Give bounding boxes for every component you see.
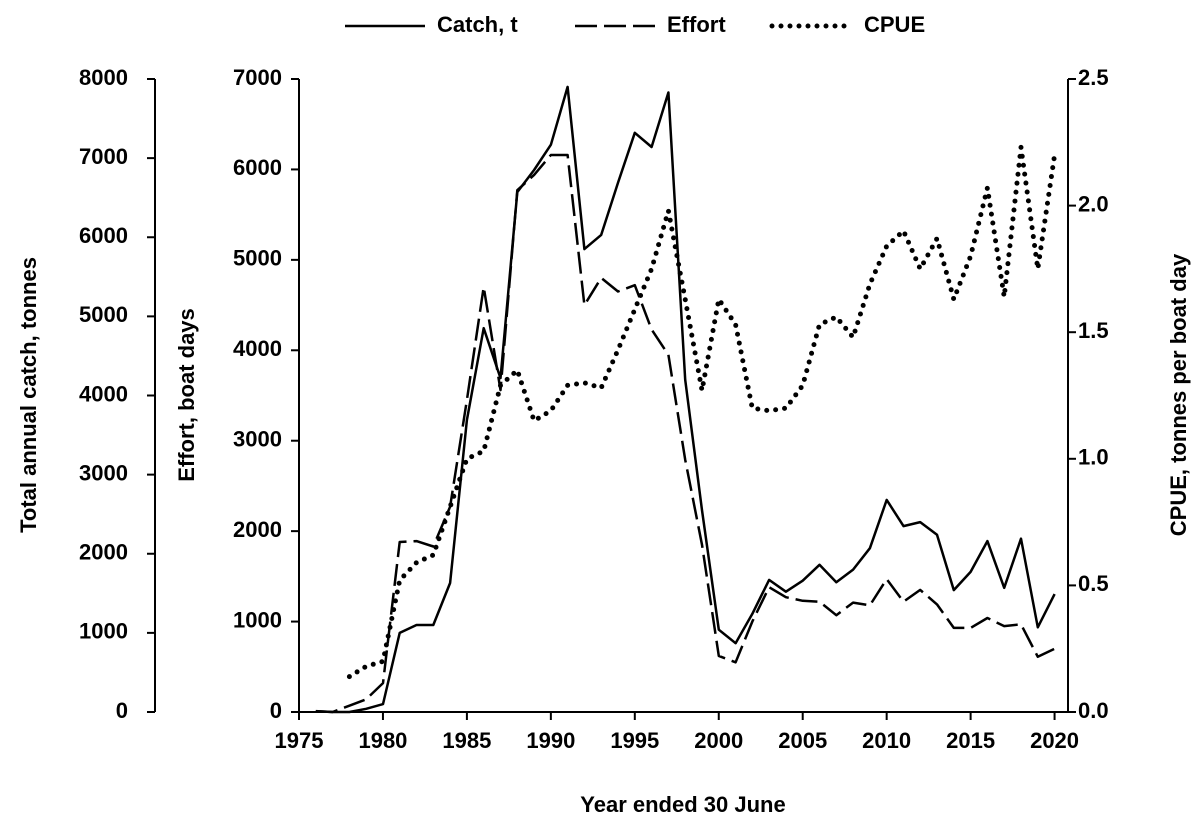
y-axis-label: Total annual catch, tonnes: [16, 257, 41, 533]
legend-label: Catch, t: [437, 12, 518, 37]
legend-label: CPUE: [864, 12, 925, 37]
x-tick-label: 1980: [358, 728, 407, 753]
y2-axis-label: Effort, boat days: [174, 308, 199, 482]
y-tick-label: 7000: [233, 65, 282, 90]
x-tick-label: 2000: [694, 728, 743, 753]
x-tick-label: 1985: [442, 728, 491, 753]
y-tick-label: 7000: [79, 144, 128, 169]
series-line: [315, 153, 1056, 714]
y-tick-label: 1000: [233, 607, 282, 632]
y-tick-label: 5000: [233, 246, 282, 271]
legend-label: Effort: [667, 12, 726, 37]
x-tick-label: 2020: [1030, 728, 1079, 753]
x-tick-label: 2010: [862, 728, 911, 753]
x-tick-label: 2005: [778, 728, 827, 753]
series-line: [346, 144, 1058, 680]
y-tick-label: 3000: [79, 460, 128, 485]
y-tick-label: 1.5: [1078, 318, 1109, 343]
series-line: [315, 85, 1056, 714]
y-tick-label: 2000: [233, 517, 282, 542]
y-tick-label: 0.0: [1078, 698, 1109, 723]
y-tick-label: 3000: [233, 427, 282, 452]
y-tick-label: 0: [116, 698, 128, 723]
y-tick-label: 0: [270, 698, 282, 723]
x-tick-label: 1990: [526, 728, 575, 753]
y-tick-label: 5000: [79, 302, 128, 327]
y-tick-label: 4000: [233, 336, 282, 361]
y-tick-label: 2000: [79, 540, 128, 565]
y-tick-label: 1.0: [1078, 445, 1109, 470]
y-tick-label: 4000: [79, 381, 128, 406]
y-tick-label: 8000: [79, 65, 128, 90]
y-tick-label: 2.0: [1078, 191, 1109, 216]
y-tick-label: 2.5: [1078, 65, 1109, 90]
y3-axis-label: CPUE, tonnes per boat day: [1166, 253, 1191, 536]
x-tick-label: 2015: [946, 728, 995, 753]
y-tick-label: 6000: [79, 223, 128, 248]
x-axis-label: Year ended 30 June: [580, 792, 785, 817]
y-tick-label: 1000: [79, 619, 128, 644]
y-tick-label: 6000: [233, 155, 282, 180]
x-tick-label: 1995: [610, 728, 659, 753]
y-tick-label: 0.5: [1078, 571, 1109, 596]
x-tick-label: 1975: [275, 728, 324, 753]
